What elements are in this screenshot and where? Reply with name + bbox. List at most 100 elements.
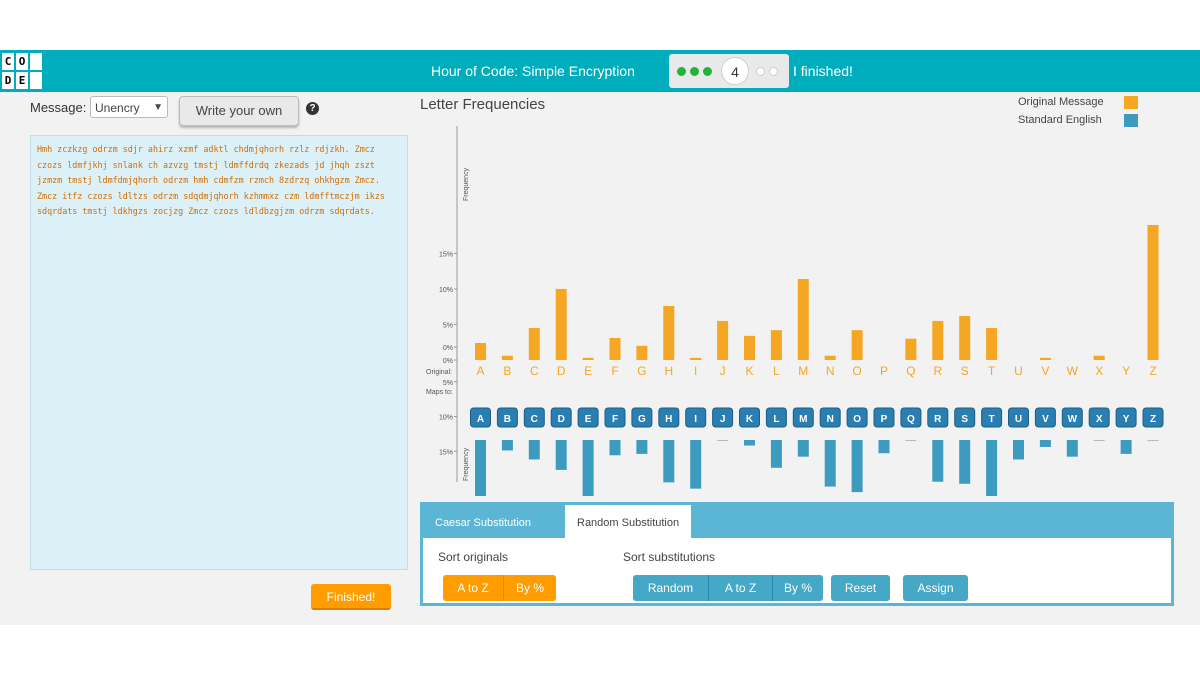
original-letter-m: M <box>798 364 808 378</box>
maps-to-tile-s <box>954 407 976 428</box>
original-letter-q: Q <box>906 364 915 378</box>
original-bar-x <box>1093 355 1105 360</box>
english-bar-h <box>663 440 675 483</box>
logo-letter <box>30 53 42 70</box>
question-circle-icon[interactable]: ? <box>306 102 319 115</box>
sort-subs-by-percent-button[interactable]: By % <box>772 575 823 601</box>
original-bar-b <box>501 355 513 360</box>
sort-originals-a-to-z-button[interactable]: A to Z <box>443 575 503 601</box>
maps-to-letter-r: R <box>934 414 942 425</box>
original-bar-f <box>609 337 621 360</box>
maps-to-tile-a <box>470 407 491 428</box>
original-letter-u: U <box>1014 364 1023 378</box>
english-bar-c <box>528 440 540 460</box>
english-bar-o <box>851 440 863 493</box>
maps-to-letter-n: N <box>827 414 834 425</box>
original-bar-k <box>744 335 755 360</box>
maps-to-tile-r <box>927 407 949 428</box>
english-bar-w <box>1066 440 1078 457</box>
completed-level-dot[interactable] <box>690 67 699 76</box>
substitution-tabs: Caesar Substitution Random Substitution <box>423 505 1171 539</box>
completed-level-dot[interactable] <box>703 67 712 76</box>
maps-to-letter-v: V <box>1042 414 1049 425</box>
english-bar-b <box>501 440 513 451</box>
maps-to-letter-y: Y <box>1123 414 1130 425</box>
maps-to-tile-h <box>658 407 680 428</box>
english-bar-m <box>797 440 809 457</box>
bottom-tick-label: 5% <box>443 380 453 387</box>
original-letter-v: V <box>1041 364 1049 378</box>
tab-caesar-substitution[interactable]: Caesar Substitution <box>435 517 531 529</box>
maps-to-tile-y <box>1115 407 1137 428</box>
maps-to-tile-o <box>846 407 868 428</box>
legend-original-swatch <box>1124 96 1138 109</box>
chart-legend: Original Message Standard English <box>1018 94 1138 130</box>
main-area: Message: Unencry ▼ Write your own ? Hmh … <box>0 92 1200 625</box>
maps-to-letter-a: A <box>477 414 484 425</box>
reset-button[interactable]: Reset <box>831 575 890 601</box>
maps-to-letter-w: W <box>1068 414 1078 425</box>
logo-letter: O <box>16 53 28 70</box>
english-bar-s <box>959 440 971 484</box>
substitution-panel: Caesar Substitution Random Substitution … <box>420 502 1174 606</box>
frequency-chart: Frequency Frequency 0% 0% 5% 5% 10% 10% 15% 15% Or… <box>420 126 1180 529</box>
english-bar-f <box>609 440 621 456</box>
upcoming-level-dot[interactable] <box>756 67 765 76</box>
top-bar: C O D E Hour of Code: Simple Encryption … <box>0 50 1200 92</box>
maps-to-tile-l <box>765 407 787 428</box>
original-bar-g <box>636 345 648 360</box>
finished-link[interactable]: I finished! <box>793 63 853 79</box>
maps-to-letter-u: U <box>1015 414 1022 425</box>
original-letter-w: W <box>1067 364 1079 378</box>
original-bar-z <box>1147 225 1159 360</box>
sort-subs-random-button[interactable]: Random <box>633 575 708 601</box>
message-select[interactable]: Unencry ▼ <box>90 96 168 118</box>
legend-english-label: Standard English <box>1018 114 1102 126</box>
current-level-badge[interactable]: 4 <box>721 57 749 85</box>
original-letter-p: P <box>880 364 888 378</box>
original-bar-s <box>959 315 971 360</box>
original-letter-e: E <box>584 364 592 378</box>
english-bar-a <box>475 440 486 497</box>
english-bar-t <box>986 440 998 504</box>
original-letter-b: B <box>503 364 511 378</box>
tab-random-substitution[interactable]: Random Substitution <box>565 505 692 539</box>
assign-button[interactable]: Assign <box>903 575 968 601</box>
original-bar-m <box>797 279 809 360</box>
original-letter-s: S <box>961 364 969 378</box>
maps-to-tile-c <box>523 407 545 428</box>
chevron-down-icon: ▼ <box>153 102 163 113</box>
original-bar-n <box>824 355 836 360</box>
code-logo[interactable]: C O D E <box>2 53 42 89</box>
message-label: Message: <box>30 100 87 115</box>
completed-level-dot[interactable] <box>677 67 686 76</box>
maps-to-letter-b: B <box>504 414 511 425</box>
sort-originals-by-percent-button[interactable]: By % <box>503 575 556 601</box>
maps-to-tile-x <box>1088 407 1110 428</box>
upcoming-level-dot[interactable] <box>769 67 778 76</box>
write-your-own-button[interactable]: Write your own <box>179 96 299 126</box>
original-bar-e <box>582 357 594 360</box>
maps-to-letter-i: I <box>694 414 697 425</box>
maps-to-tile-z <box>1142 407 1164 428</box>
original-bar-o <box>851 330 863 360</box>
maps-to-letter-j: J <box>720 414 726 425</box>
english-bar-i <box>690 440 702 489</box>
frequency-chart-svg: Frequency Frequency 0% 0% 5% 5% 10% 10% 15% 15% Or… <box>426 126 1164 529</box>
maps-to-tile-i <box>685 407 707 428</box>
original-bar-v <box>1039 357 1051 360</box>
finished-button[interactable]: Finished! <box>311 584 391 610</box>
original-bar-a <box>475 342 486 360</box>
maps-to-tile-p <box>873 407 895 428</box>
maps-to-letter-e: E <box>585 414 592 425</box>
original-letter-g: G <box>637 364 646 378</box>
original-letter-d: D <box>557 364 566 378</box>
original-letter-n: N <box>826 364 835 378</box>
sort-subs-a-to-z-button[interactable]: A to Z <box>708 575 772 601</box>
maps-to-letter-z: Z <box>1150 414 1156 425</box>
original-letter-f: F <box>611 364 618 378</box>
message-textarea[interactable]: Hmh zczkzg odrzm sdjr ahirz xzmf adktl c… <box>30 135 408 570</box>
english-bar-u <box>1013 440 1024 460</box>
maps-to-label: Maps to: <box>426 389 453 396</box>
original-bar-q <box>905 338 917 360</box>
